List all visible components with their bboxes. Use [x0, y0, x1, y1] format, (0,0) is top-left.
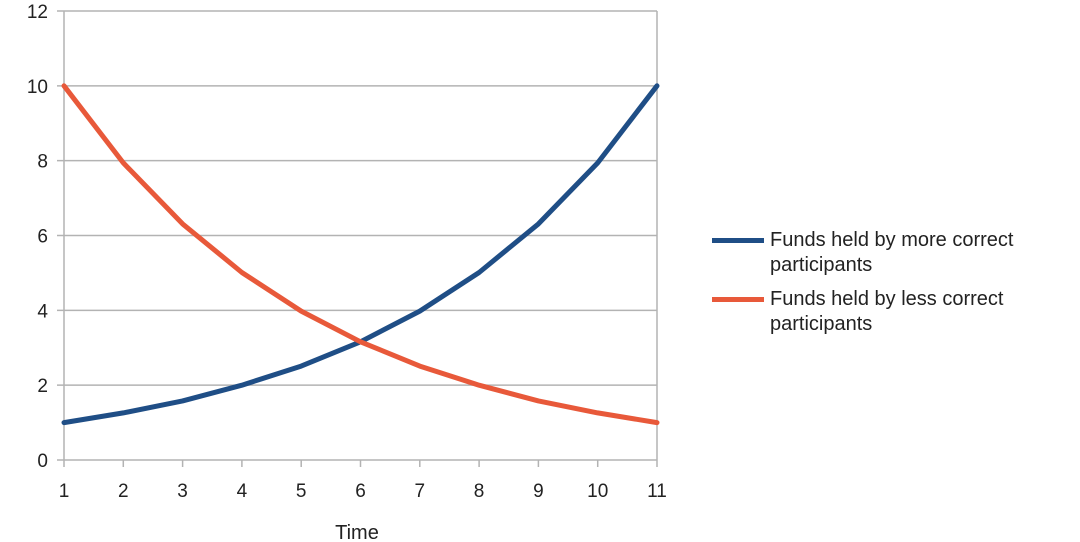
legend-label-more-correct: Funds held by more correct participants [770, 229, 1014, 276]
legend-item-less-correct: Funds held by less correct participants [712, 287, 1072, 337]
legend-swatch-more-correct [712, 238, 764, 243]
x-tick-label: 3 [177, 481, 188, 502]
axes [63, 11, 658, 467]
gridlines [57, 10, 657, 461]
y-tick-label: 0 [37, 451, 48, 472]
y-tick-label: 6 [37, 227, 48, 248]
y-tick-label: 4 [37, 301, 48, 322]
x-tick-label: 10 [587, 481, 608, 502]
x-tick-label: 8 [474, 481, 485, 502]
y-tick-label: 2 [37, 376, 48, 397]
x-tick-label: 1 [59, 481, 70, 502]
x-axis-title: Time [335, 522, 379, 542]
x-tick-label: 9 [533, 481, 544, 502]
legend-swatch-less-correct [712, 297, 764, 302]
series-line-1 [61, 83, 660, 426]
y-tick-label: 12 [27, 2, 48, 23]
y-tick-label: 10 [27, 77, 48, 98]
y-tick-label: 8 [37, 152, 48, 173]
x-axis-ticks: 1 2 3 4 5 6 7 8 9 10 11 [59, 481, 667, 502]
legend-label-less-correct: Funds held by less correct participants [770, 288, 1004, 335]
x-tick-label: 4 [237, 481, 248, 502]
x-tick-label: 11 [647, 481, 667, 502]
x-tick-label: 7 [415, 481, 426, 502]
series-line-0 [61, 83, 660, 426]
x-tick-label: 5 [296, 481, 307, 502]
y-axis-ticks: 0 2 4 6 8 10 12 [27, 2, 49, 472]
x-tick-label: 6 [355, 481, 366, 502]
series-lines [61, 83, 660, 426]
legend: Funds held by more correct participants … [712, 228, 1072, 346]
legend-item-more-correct: Funds held by more correct participants [712, 228, 1072, 278]
x-tick-label: 2 [118, 481, 129, 502]
